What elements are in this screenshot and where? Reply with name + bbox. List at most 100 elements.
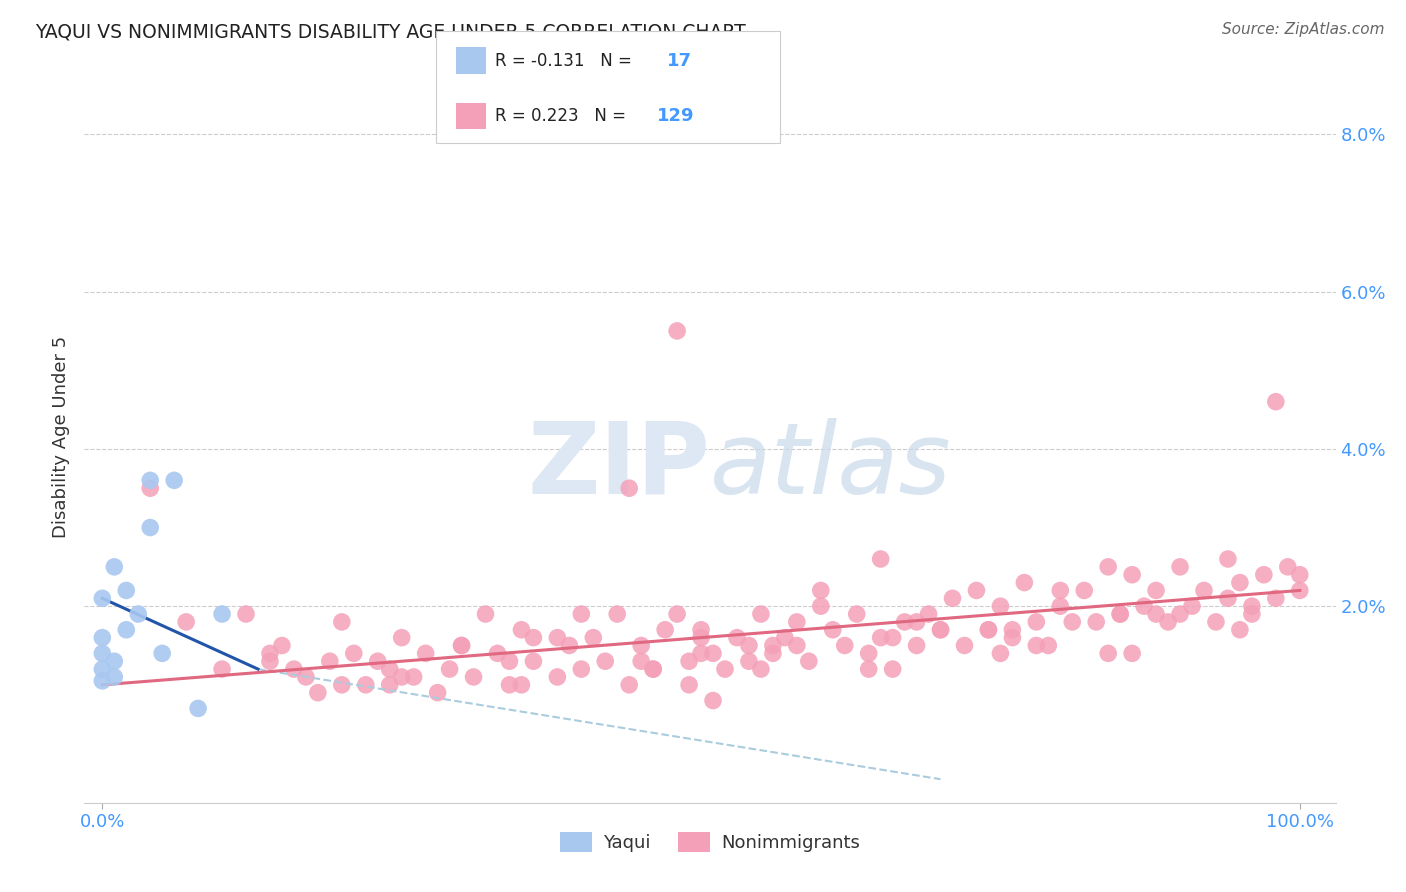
Point [463, 670, 485, 684]
Text: R = -0.131   N =: R = -0.131 N = [495, 52, 637, 70]
Point [510, 678, 533, 692]
Point [582, 631, 605, 645]
Point [103, 559, 125, 574]
Point [91, 646, 114, 660]
Point [1240, 599, 1263, 614]
Point [1229, 575, 1251, 590]
Point [690, 623, 713, 637]
Point [450, 639, 472, 653]
Text: Source: ZipAtlas.com: Source: ZipAtlas.com [1222, 22, 1385, 37]
Point [1288, 583, 1310, 598]
Point [905, 639, 928, 653]
Point [690, 646, 713, 660]
Point [569, 607, 592, 621]
Point [1216, 552, 1239, 566]
Point [1264, 394, 1286, 409]
Point [762, 639, 785, 653]
Point [690, 631, 713, 645]
Point [498, 654, 520, 668]
Point [845, 607, 868, 621]
Point [415, 646, 437, 660]
Text: ZIP: ZIP [527, 417, 710, 515]
Point [91, 673, 114, 688]
Point [307, 686, 329, 700]
Point [858, 662, 880, 676]
Text: R = 0.223   N =: R = 0.223 N = [495, 107, 631, 125]
Point [271, 639, 294, 653]
Point [834, 639, 856, 653]
Point [558, 639, 581, 653]
Point [654, 623, 676, 637]
Point [283, 662, 305, 676]
Point [115, 583, 138, 598]
Point [714, 662, 737, 676]
Point [666, 607, 689, 621]
Point [643, 662, 665, 676]
Point [1001, 631, 1024, 645]
Point [738, 654, 761, 668]
Point [630, 639, 652, 653]
Point [702, 646, 724, 660]
Point [1085, 615, 1108, 629]
Point [1181, 599, 1204, 614]
Point [905, 615, 928, 629]
Point [1109, 607, 1132, 621]
Point [174, 615, 197, 629]
Point [869, 552, 891, 566]
Point [354, 678, 377, 692]
Point [1277, 559, 1299, 574]
Point [1038, 639, 1060, 653]
Point [91, 662, 114, 676]
Point [749, 607, 772, 621]
Point [319, 654, 342, 668]
Point [546, 631, 568, 645]
Point [1025, 639, 1047, 653]
Point [486, 646, 509, 660]
Point [810, 599, 832, 614]
Legend: Yaqui, Nonimmigrants: Yaqui, Nonimmigrants [553, 824, 868, 860]
Point [391, 670, 413, 684]
Point [211, 662, 233, 676]
Point [343, 646, 366, 660]
Point [882, 631, 904, 645]
Point [1049, 599, 1071, 614]
Point [1157, 615, 1180, 629]
Point [606, 607, 628, 621]
Point [917, 607, 939, 621]
Point [773, 631, 796, 645]
Point [1109, 607, 1132, 621]
Point [749, 662, 772, 676]
Point [1216, 591, 1239, 606]
Point [1168, 607, 1191, 621]
Point [1168, 559, 1191, 574]
Point [115, 623, 138, 637]
Point [619, 481, 641, 495]
Text: atlas: atlas [710, 417, 952, 515]
Point [439, 662, 461, 676]
Point [498, 678, 520, 692]
Point [510, 623, 533, 637]
Point [91, 591, 114, 606]
Point [810, 583, 832, 598]
Point [1144, 607, 1167, 621]
Point [187, 701, 209, 715]
Text: YAQUI VS NONIMMIGRANTS DISABILITY AGE UNDER 5 CORRELATION CHART: YAQUI VS NONIMMIGRANTS DISABILITY AGE UN… [35, 22, 747, 41]
Point [1001, 623, 1024, 637]
Point [858, 646, 880, 660]
Point [990, 646, 1012, 660]
Point [150, 646, 173, 660]
Point [1229, 623, 1251, 637]
Point [725, 631, 748, 645]
Point [1073, 583, 1095, 598]
Point [953, 639, 976, 653]
Text: 17: 17 [666, 52, 692, 70]
Point [235, 607, 257, 621]
Point [378, 678, 401, 692]
Point [1121, 646, 1143, 660]
Point [522, 631, 544, 645]
Point [139, 520, 162, 534]
Point [91, 631, 114, 645]
Point [666, 324, 689, 338]
Point [893, 615, 915, 629]
Point [163, 473, 186, 487]
